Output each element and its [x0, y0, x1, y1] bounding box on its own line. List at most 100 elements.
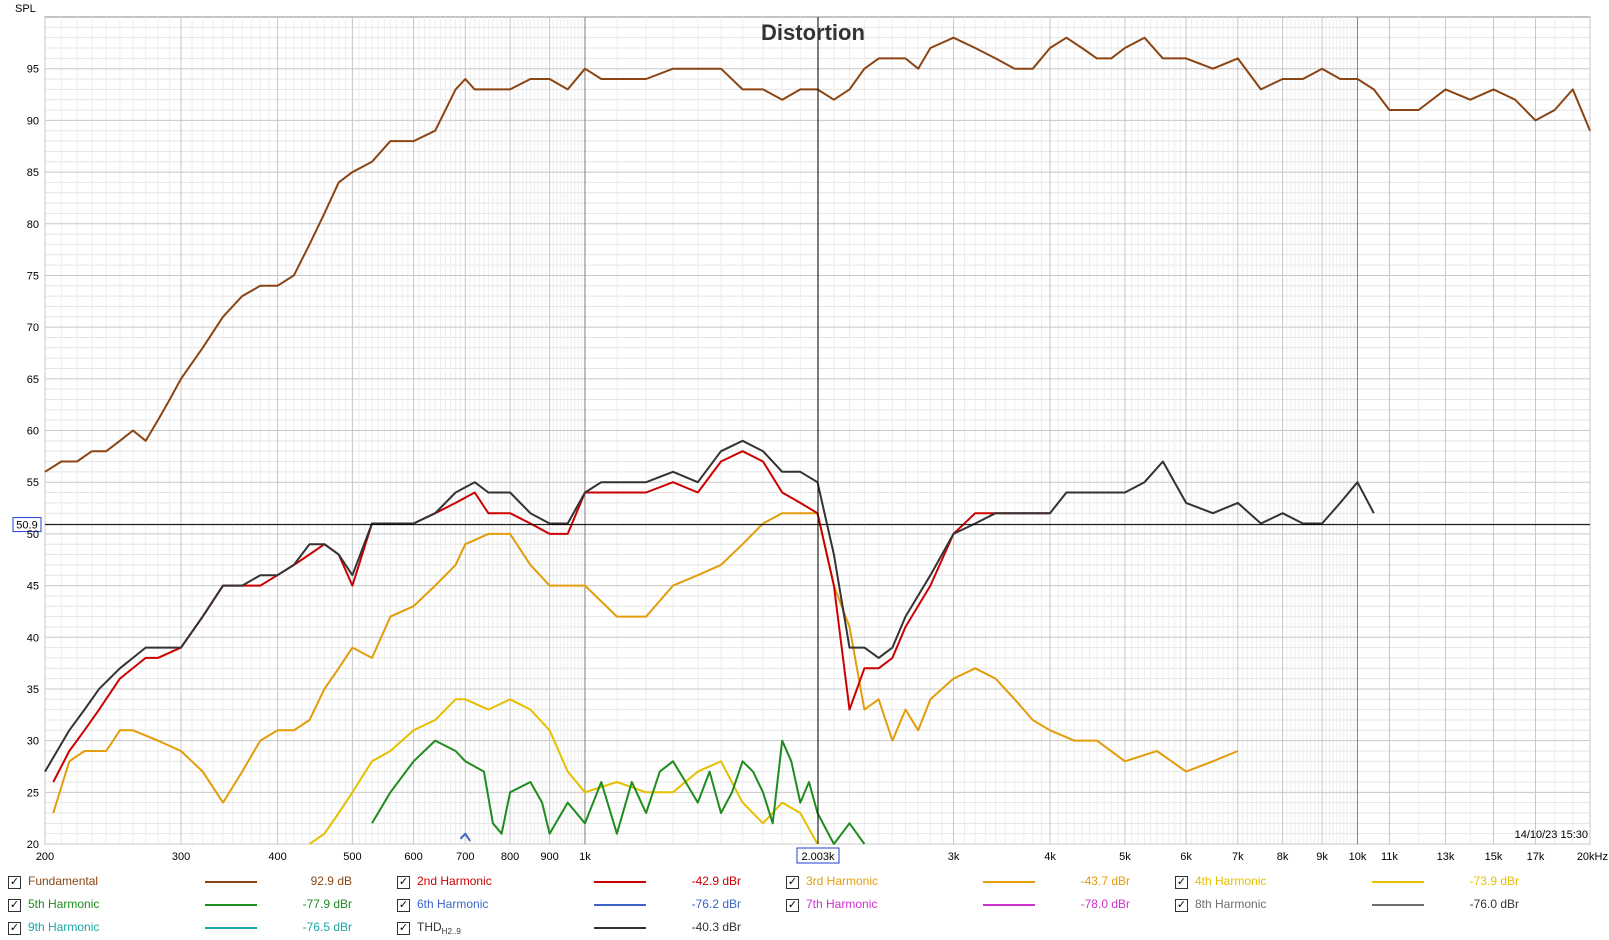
x-tick-label: 17k — [1527, 851, 1545, 863]
legend-checkbox[interactable]: ✓ — [8, 922, 21, 935]
series-6th-harmonic — [459, 832, 471, 842]
legend-label-text: 4th Harmonic — [1195, 874, 1267, 888]
y-tick-label: 65 — [27, 374, 39, 386]
x-tick-label: 4k — [1044, 851, 1056, 863]
x-tick-label: 800 — [501, 851, 519, 863]
legend-label: 7th Harmonic — [806, 897, 877, 911]
legend-label: 6th Harmonic — [417, 897, 488, 911]
legend-label: 4th Harmonic — [1195, 874, 1266, 888]
legend-item-fundamental[interactable]: ✓ Fundamental 92.9 dB — [8, 872, 368, 892]
legend-item-5th-harmonic[interactable]: ✓ 5th Harmonic -77.9 dBr — [8, 895, 368, 915]
y-tick-label: 60 — [27, 426, 39, 438]
legend-label: 8th Harmonic — [1195, 897, 1266, 911]
legend-value: 92.9 dB — [310, 874, 352, 888]
legend-label-text: 7th Harmonic — [806, 897, 878, 911]
legend-checkbox[interactable]: ✓ — [786, 876, 799, 889]
legend-item-9th-harmonic[interactable]: ✓ 9th Harmonic -76.5 dBr — [8, 918, 368, 938]
legend-checkbox[interactable]: ✓ — [397, 876, 410, 889]
y-tick-label: 45 — [27, 581, 39, 593]
legend: ✓ Fundamental 92.9 dB ✓ 2nd Harmonic -42.9 dB… — [0, 864, 1609, 940]
legend-checkbox[interactable]: ✓ — [8, 876, 21, 889]
legend-label: 9th Harmonic — [28, 920, 99, 934]
legend-label-subscript: H2..9 — [441, 927, 461, 936]
x-tick-label: 600 — [404, 851, 422, 863]
legend-value: -42.9 dBr — [691, 874, 741, 888]
legend-label-text: 9th Harmonic — [28, 920, 100, 934]
series-layer — [44, 36, 1591, 845]
legend-checkbox[interactable]: ✓ — [8, 899, 21, 912]
y-tick-label: 55 — [27, 477, 39, 489]
y-axis-label: SPL — [15, 3, 36, 15]
legend-item-6th-harmonic[interactable]: ✓ 6th Harmonic -76.2 dBr — [397, 895, 757, 915]
legend-checkbox[interactable]: ✓ — [397, 899, 410, 912]
legend-swatch — [983, 881, 1035, 883]
x-tick-label: 500 — [343, 851, 361, 863]
y-tick-label: 40 — [27, 632, 39, 644]
legend-label-text: 6th Harmonic — [417, 897, 489, 911]
x-tick-label: 20kHz — [1577, 851, 1608, 863]
cursor-x-readout[interactable]: 2.003k — [801, 851, 835, 863]
legend-value: -78.0 dBr — [1080, 897, 1130, 911]
legend-item-7th-harmonic[interactable]: ✓ 7th Harmonic -78.0 dBr — [786, 895, 1146, 915]
series-4th-harmonic — [308, 698, 819, 845]
legend-value: -40.3 dBr — [691, 920, 741, 934]
x-tick-label: 3k — [948, 851, 960, 863]
legend-value: -76.5 dBr — [302, 920, 352, 934]
x-tick-label: 9k — [1316, 851, 1328, 863]
legend-label-text: 3rd Harmonic — [806, 874, 879, 888]
x-tick-label: 10k — [1349, 851, 1367, 863]
x-tick-label: 300 — [172, 851, 190, 863]
x-tick-label: 13k — [1437, 851, 1455, 863]
y-tick-label: 20 — [27, 839, 39, 851]
x-tick-label: 200 — [36, 851, 54, 863]
x-tick-label: 400 — [268, 851, 286, 863]
legend-swatch — [594, 904, 646, 906]
legend-item-4th-harmonic[interactable]: ✓ 4th Harmonic -73.9 dBr — [1175, 872, 1535, 892]
legend-item-3rd-harmonic[interactable]: ✓ 3rd Harmonic -43.7 dBr — [786, 872, 1146, 892]
legend-item-2nd-harmonic[interactable]: ✓ 2nd Harmonic -42.9 dBr — [397, 872, 757, 892]
legend-swatch — [205, 927, 257, 929]
legend-value: -73.9 dBr — [1469, 874, 1519, 888]
legend-checkbox[interactable]: ✓ — [397, 922, 410, 935]
distortion-chart: 2.003k 50.9 20 25 30 35 40 45 50 55 60 65 70 75 80 85 9… — [12, 3, 1608, 864]
timestamp: 14/10/23 15:30 — [1515, 829, 1588, 841]
y-tick-label: 50 — [27, 529, 39, 541]
legend-swatch — [1372, 904, 1424, 906]
y-tick-label: 75 — [27, 270, 39, 282]
y-tick-label: 80 — [27, 219, 39, 231]
legend-value: -77.9 dBr — [302, 897, 352, 911]
legend-label: Fundamental — [28, 874, 98, 888]
legend-swatch — [205, 881, 257, 883]
legend-swatch — [1372, 881, 1424, 883]
x-tick-label: 5k — [1119, 851, 1131, 863]
series-thd — [44, 439, 1375, 773]
cursor-y-readout-box[interactable] — [12, 517, 42, 533]
legend-item-thd[interactable]: ✓ THDH2..9 -40.3 dBr — [397, 918, 757, 938]
legend-checkbox[interactable]: ✓ — [1175, 899, 1188, 912]
legend-swatch — [594, 881, 646, 883]
y-tick-label: 85 — [27, 167, 39, 179]
x-tick-label: 1k — [579, 851, 591, 863]
x-tick-label: 900 — [540, 851, 558, 863]
cursor-y-readout[interactable]: 50.9 — [16, 520, 37, 532]
cursor-layer[interactable]: 2.003k 50.9 — [12, 17, 1590, 864]
legend-label-text: 8th Harmonic — [1195, 897, 1267, 911]
legend-checkbox[interactable]: ✓ — [786, 899, 799, 912]
legend-label: 5th Harmonic — [28, 897, 99, 911]
legend-label: 3rd Harmonic — [806, 874, 878, 888]
legend-label-text: Fundamental — [28, 874, 99, 888]
x-tick-label: 6k — [1180, 851, 1192, 863]
legend-checkbox[interactable]: ✓ — [1175, 876, 1188, 889]
tick-layer: 20 25 30 35 40 45 50 55 60 65 70 75 80 85 90 95 200 300 40… — [27, 64, 1608, 863]
y-tick-label: 90 — [27, 115, 39, 127]
x-tick-label: 11k — [1381, 851, 1398, 863]
legend-swatch — [594, 927, 646, 929]
y-tick-label: 95 — [27, 64, 39, 76]
series-3rd-harmonic — [52, 512, 1239, 814]
y-tick-label: 25 — [27, 787, 39, 799]
cursor-x-readout-box[interactable] — [796, 847, 840, 864]
legend-label-text: 5th Harmonic — [28, 897, 100, 911]
y-tick-label: 30 — [27, 736, 39, 748]
legend-item-8th-harmonic[interactable]: ✓ 8th Harmonic -76.0 dBr — [1175, 895, 1535, 915]
x-tick-label: 7k — [1232, 851, 1244, 863]
